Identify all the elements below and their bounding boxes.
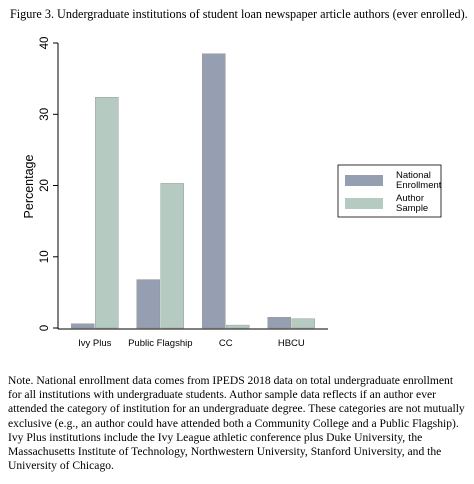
y-tick-label: 10: [39, 250, 51, 263]
axes-group: Ivy Plus Public Flagship CC HBCU 0 10 20 30 40 Pe…: [22, 37, 328, 349]
bar-chart: Ivy Plus Public Flagship CC HBCU 0 10 20 30 40 Pe…: [22, 37, 442, 349]
bar-national-ivy-plus: [71, 323, 95, 329]
y-tick-label: 40: [39, 37, 51, 50]
bar-national-hbcu: [267, 317, 291, 329]
legend-swatch: [345, 175, 383, 186]
x-tick-label: CC: [219, 338, 233, 349]
legend-label-line: Enrollment: [396, 180, 442, 191]
x-tick-label: HBCU: [278, 338, 305, 349]
legend-swatch: [345, 198, 383, 209]
x-tick-label: Ivy Plus: [78, 338, 112, 349]
legend-label: National Enrollment: [396, 170, 442, 191]
legend-label: Author Sample: [396, 193, 428, 214]
figure-note: Note. National enrollment data comes fro…: [8, 374, 465, 473]
y-tick-label: 20: [39, 179, 51, 192]
y-tick-label: 0: [39, 325, 51, 331]
bar-author-ivy-plus: [95, 96, 119, 329]
x-tick-label: Public Flagship: [128, 338, 192, 349]
legend-label-line: Sample: [396, 203, 428, 214]
figure-title: Figure 3. Undergraduate institutions of …: [10, 7, 468, 21]
bars-group: [71, 53, 315, 329]
bar-author-public-flagship: [160, 183, 185, 329]
bar-national-cc: [202, 53, 226, 329]
legend-label-line: Author: [396, 193, 424, 204]
legend-label-line: National: [396, 170, 431, 181]
bar-national-public-flagship: [136, 279, 161, 329]
y-axis-label: Percentage: [22, 154, 36, 218]
y-tick-label: 30: [39, 108, 51, 121]
bar-author-hbcu: [291, 318, 315, 329]
bar-author-cc: [226, 324, 250, 329]
